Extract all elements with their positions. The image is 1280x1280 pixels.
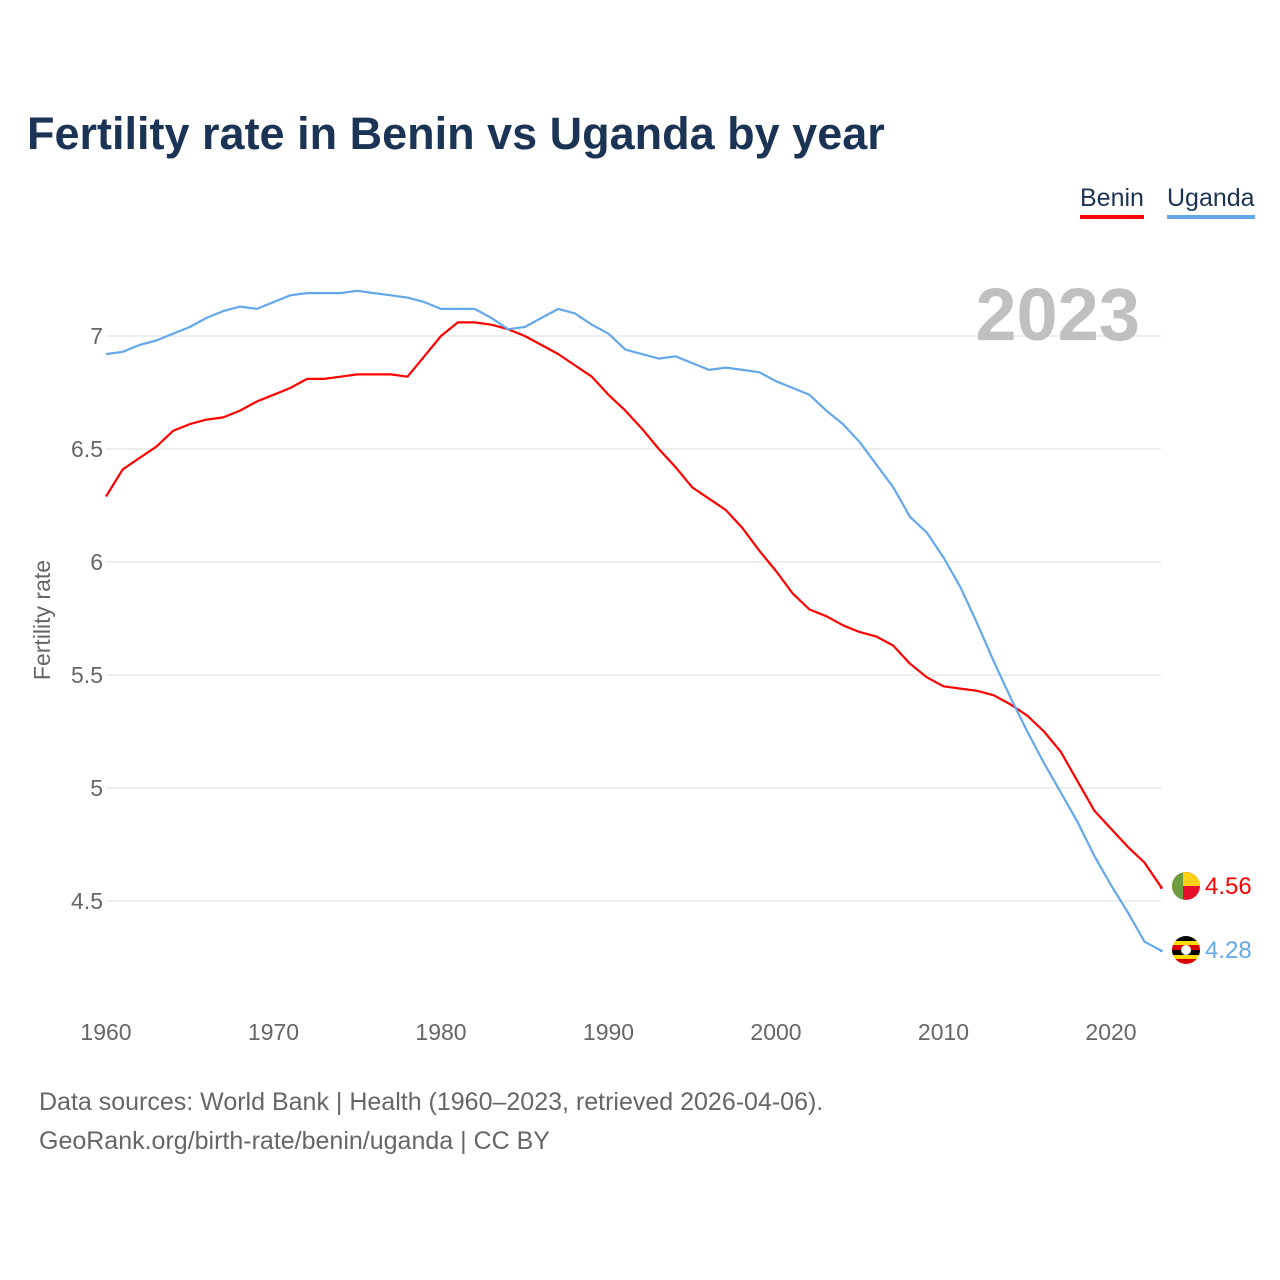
x-tick-label: 1980 [415, 1019, 466, 1045]
end-point-uganda [1159, 949, 1163, 953]
x-tick-label: 2020 [1085, 1019, 1136, 1045]
y-tick-label: 6 [90, 549, 103, 575]
source-link[interactable]: GeoRank.org/birth-rate/benin/uganda | CC… [39, 1127, 550, 1155]
benin-end-label: 4.56 [1205, 873, 1252, 900]
x-tick-label: 2000 [750, 1019, 801, 1045]
uganda-end-label: 4.28 [1205, 937, 1252, 964]
chart-title: Fertility rate in Benin vs Uganda by yea… [27, 108, 885, 159]
x-tick-label: 2010 [918, 1019, 969, 1045]
series-line-uganda [105, 289, 1162, 952]
x-tick-label: 1990 [583, 1019, 634, 1045]
benin-flag-icon [1172, 872, 1200, 900]
source-note: Data sources: World Bank | Health (1960–… [39, 1088, 824, 1116]
x-tick-label: 1960 [80, 1019, 131, 1045]
y-tick-label: 4.5 [71, 888, 103, 914]
y-tick-label: 7 [90, 323, 103, 349]
y-tick-label: 5.5 [71, 662, 103, 688]
y-axis-label: Fertility rate [29, 560, 55, 680]
legend-benin[interactable]: Benin [1080, 184, 1144, 219]
uganda-flag-icon [1172, 936, 1200, 964]
series-line-benin [105, 321, 1163, 889]
x-tick-label: 1970 [248, 1019, 299, 1045]
end-point-benin [1159, 885, 1163, 889]
year-watermark: 2023 [975, 273, 1140, 356]
legend-uganda[interactable]: Uganda [1167, 184, 1255, 219]
y-tick-label: 6.5 [71, 436, 103, 462]
y-tick-label: 5 [90, 775, 103, 801]
